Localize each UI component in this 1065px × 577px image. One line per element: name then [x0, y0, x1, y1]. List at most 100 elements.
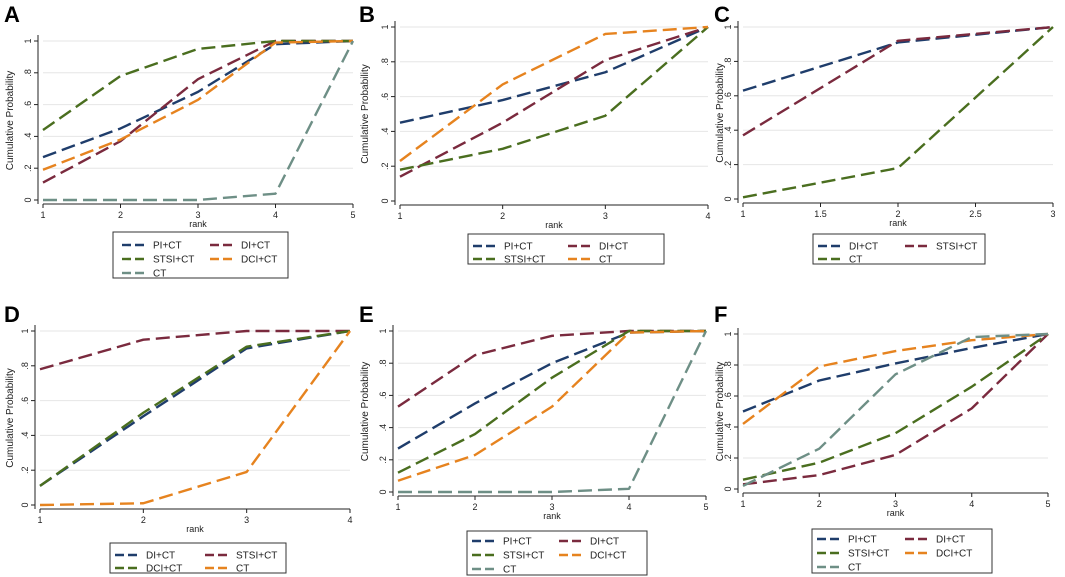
- y-tick-label: .4: [723, 126, 733, 134]
- legend-box: [112, 231, 289, 279]
- x-tick-label: 3: [603, 211, 608, 221]
- legend-label: CT: [236, 564, 249, 575]
- series-line-ct: [39, 330, 351, 507]
- legend-label: DI+CT: [146, 551, 175, 562]
- x-tick-label: 2: [500, 211, 505, 221]
- legend-label: DI+CT: [849, 242, 878, 253]
- legend-label: PI+CT: [503, 537, 532, 548]
- x-tick-label: 2: [472, 502, 477, 512]
- legend-label: CT: [599, 255, 612, 266]
- y-tick-label: .8: [380, 58, 390, 66]
- x-tick-label: 5: [1045, 499, 1050, 509]
- legend-label: STSI+CT: [504, 255, 545, 266]
- series-line-di-ct: [399, 25, 709, 178]
- x-tick-label: 1: [397, 211, 402, 221]
- panel-label: E: [359, 302, 374, 327]
- y-tick-label: .6: [20, 397, 30, 405]
- plot-area: [398, 323, 706, 494]
- x-axis-title: rank: [889, 218, 907, 228]
- y-tick-label: .2: [378, 456, 388, 464]
- legend-box: [812, 233, 986, 265]
- legend-label: DCI+CT: [590, 551, 626, 562]
- y-tick-label: .8: [723, 58, 733, 66]
- x-axis-title: rank: [189, 219, 207, 229]
- panel-label: B: [359, 2, 375, 27]
- legend-label: DI+CT: [936, 535, 965, 546]
- x-tick-label: 4: [273, 210, 278, 220]
- series-line-pi-ct: [399, 25, 709, 124]
- legend-label: STSI+CT: [936, 242, 977, 253]
- series-line-ct: [398, 330, 708, 494]
- series-line-dci-ct: [42, 39, 354, 171]
- y-tick-label: .2: [20, 466, 30, 474]
- x-tick-label: 3: [195, 210, 200, 220]
- y-tick-label: .6: [23, 101, 33, 109]
- legend-box: [811, 528, 993, 574]
- panel-label: D: [4, 302, 20, 327]
- series-line-stsi-ct: [742, 25, 1054, 137]
- series-line-ct: [399, 25, 709, 162]
- y-axis-title: Cumulative Probability: [360, 362, 371, 462]
- y-tick-label: 1: [378, 328, 388, 333]
- x-tick-label: 3: [244, 515, 249, 525]
- series-line-ct: [43, 40, 355, 202]
- y-tick-label: .4: [23, 133, 33, 141]
- x-tick-label: 1: [40, 210, 45, 220]
- y-axis-title: Cumulative Probability: [715, 362, 726, 462]
- x-tick-label: 2: [141, 515, 146, 525]
- y-tick-label: .8: [23, 69, 33, 77]
- panel-A: A 1 2 3 4 5 0 .2 .4 .6 .8 1 rank Cumulative Probabili…: [4, 2, 356, 280]
- plot-area: [40, 323, 350, 507]
- y-tick-label: 0: [723, 196, 733, 201]
- legend-label: PI+CT: [848, 535, 877, 546]
- x-axis-title: rank: [186, 524, 204, 534]
- y-tick-label: 0: [380, 198, 390, 203]
- series-line-dci-ct: [742, 332, 1049, 425]
- legend-label: CT: [503, 565, 516, 576]
- legend-label: CT: [849, 255, 862, 266]
- x-tick-label: 2: [118, 210, 123, 220]
- x-tick-label: 3: [893, 499, 898, 509]
- x-tick-label: 1: [740, 499, 745, 509]
- series-line-dci-ct: [397, 329, 707, 482]
- legend-label: STSI+CT: [236, 551, 277, 562]
- y-tick-label: .2: [380, 162, 390, 170]
- panel-label: F: [714, 302, 727, 327]
- y-tick-label: .2: [723, 454, 733, 462]
- series-line-ct: [742, 332, 1049, 487]
- series-line-ct: [742, 26, 1054, 199]
- x-tick-label: 3: [549, 502, 554, 512]
- y-tick-label: 1: [723, 331, 733, 336]
- y-tick-label: 0: [378, 489, 388, 494]
- y-tick-label: 0: [23, 197, 33, 202]
- legend-label: DCI+CT: [241, 255, 277, 266]
- x-tick-label: 2.5: [969, 209, 982, 219]
- plot-area: [43, 33, 353, 202]
- y-tick-label: 1: [23, 38, 33, 43]
- y-tick-label: .6: [723, 92, 733, 100]
- x-tick-label: 3: [1050, 209, 1055, 219]
- x-tick-label: 2: [895, 209, 900, 219]
- legend-label: STSI+CT: [153, 255, 194, 266]
- x-tick-label: 2: [817, 499, 822, 509]
- series-line-stsi-ct: [39, 329, 350, 371]
- panel-label: A: [4, 2, 20, 27]
- legend-label: PI+CT: [504, 242, 533, 253]
- y-tick-label: .6: [723, 392, 733, 400]
- plot-area: [743, 19, 1053, 201]
- y-tick-label: .4: [378, 424, 388, 432]
- y-tick-label: .6: [378, 392, 388, 400]
- x-tick-label: 1: [740, 209, 745, 219]
- series-line-stsi-ct: [397, 329, 706, 474]
- y-tick-label: .2: [23, 164, 33, 172]
- y-axis-title: Cumulative Probability: [5, 71, 16, 171]
- plot-area: [743, 326, 1048, 491]
- x-tick-label: 4: [626, 502, 631, 512]
- x-axis-title: rank: [887, 508, 905, 518]
- panel-label: C: [714, 2, 730, 27]
- y-tick-label: .4: [723, 423, 733, 431]
